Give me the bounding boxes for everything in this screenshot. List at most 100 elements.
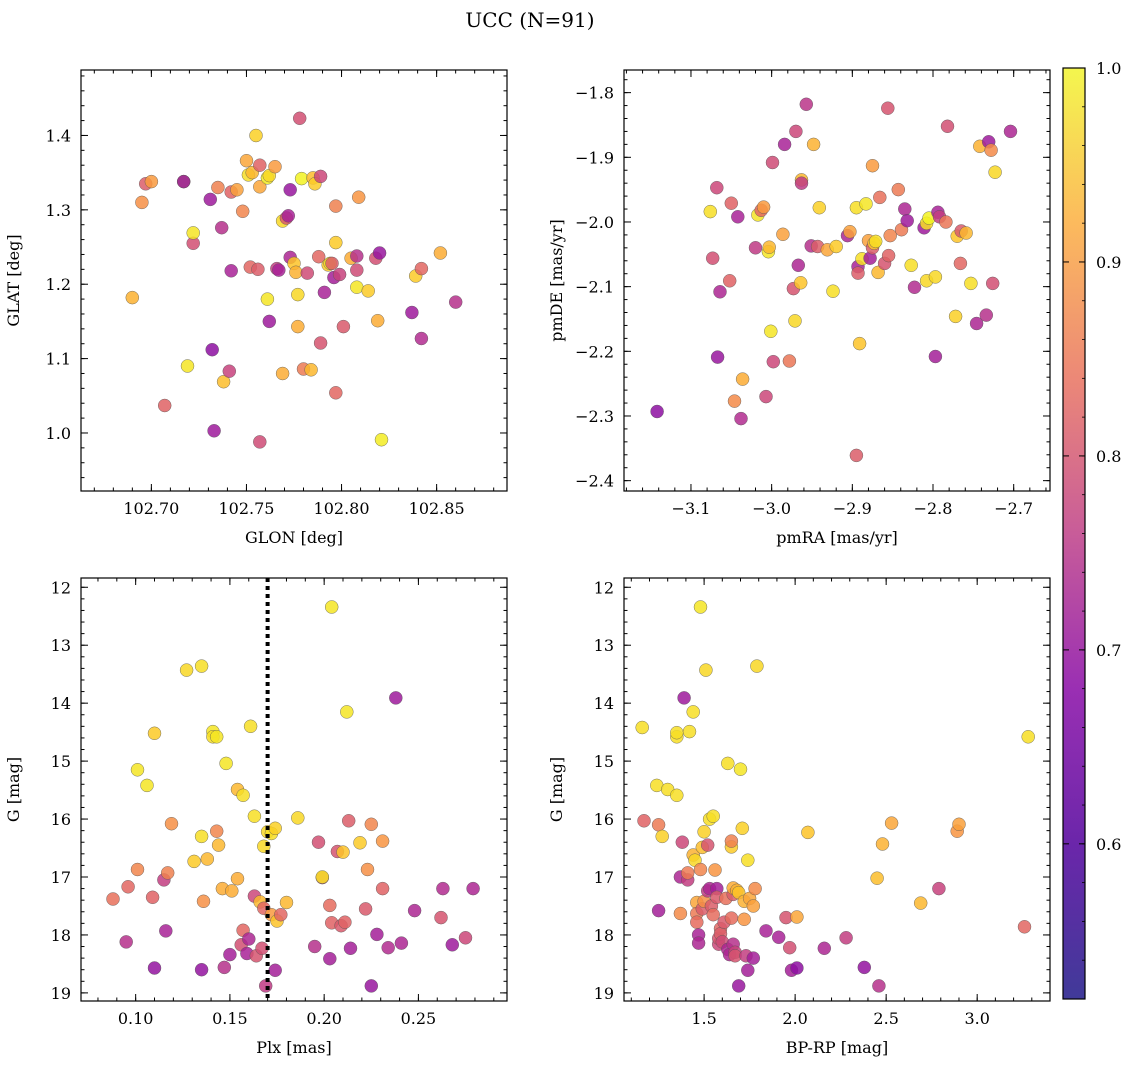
data-point: [352, 190, 366, 204]
data-point: [325, 256, 339, 271]
data-point: [106, 892, 120, 906]
data-point: [338, 915, 352, 929]
data-point: [859, 197, 873, 211]
data-point: [433, 246, 448, 260]
y-tick-label: 13: [594, 636, 614, 655]
y-tick-label: 13: [51, 636, 71, 655]
data-point: [249, 128, 263, 143]
data-point: [904, 258, 918, 272]
x-tick-label: −2.9: [833, 499, 872, 518]
data-point: [364, 979, 378, 993]
data-point: [703, 204, 717, 219]
x-tick-label: 0.15: [212, 1009, 248, 1028]
colorbar: 0.6 0.7 0.8 0.9 1.0: [1062, 59, 1121, 1000]
ticks: [81, 70, 507, 491]
data-point: [375, 834, 390, 848]
y-tick-label: −1.9: [575, 148, 614, 167]
data-point: [157, 398, 172, 413]
data-point: [708, 863, 722, 877]
data-point: [308, 939, 322, 954]
data-point: [253, 435, 267, 449]
data-point: [852, 336, 867, 351]
data-point: [291, 811, 305, 825]
data-point: [293, 111, 307, 126]
data-point: [370, 927, 384, 942]
data-point: [353, 836, 367, 850]
data-point: [329, 235, 343, 250]
data-point: [673, 906, 688, 921]
data-point: [343, 941, 358, 955]
data-point: [865, 158, 880, 173]
data-point: [806, 137, 821, 152]
data-point: [794, 276, 808, 290]
data-point: [723, 274, 737, 288]
data-point: [898, 202, 912, 216]
data-point: [466, 881, 480, 896]
y-axis-label: G [mag]: [4, 757, 23, 822]
data-point: [869, 234, 883, 249]
data-point: [121, 880, 135, 894]
data-point: [843, 224, 857, 239]
data-point: [223, 947, 237, 962]
data-point: [179, 663, 194, 677]
data-point: [670, 788, 684, 802]
data-point: [289, 265, 303, 279]
y-tick-label: 1.4: [46, 126, 71, 145]
data-point: [275, 366, 290, 381]
data-point: [750, 659, 764, 673]
y-tick-label: 17: [51, 868, 71, 887]
data-point: [677, 691, 691, 705]
data-point: [731, 210, 745, 224]
data-point: [329, 386, 343, 400]
panel-pmra-pmde: −3.1 −3.0 −2.9 −2.8 −2.7 −2.4 −2.3 −2.2 −2.1 −2.0…: [547, 69, 1051, 547]
data-point: [251, 262, 265, 276]
y-tick-label: −2.4: [575, 472, 614, 491]
y-axis-label: pmDE [mas/yr]: [547, 219, 566, 342]
scatter-points: [650, 97, 1018, 463]
data-point: [130, 862, 145, 877]
y-tick-label: 18: [594, 926, 614, 945]
data-point: [849, 448, 864, 463]
data-point: [900, 213, 914, 228]
data-point: [342, 814, 356, 828]
x-tick-label: 1.5: [691, 1009, 716, 1028]
data-point: [216, 375, 231, 389]
data-point: [741, 853, 755, 867]
x-tick-label: 0.20: [306, 1009, 342, 1028]
data-point: [236, 788, 250, 802]
data-point: [186, 226, 200, 240]
data-point: [790, 910, 804, 924]
data-point: [733, 762, 748, 776]
data-point: [681, 866, 695, 880]
data-point: [332, 267, 347, 282]
data-point: [187, 854, 201, 869]
data-point: [940, 119, 955, 134]
data-point: [230, 183, 244, 197]
data-point: [281, 209, 295, 223]
data-point: [765, 155, 780, 170]
y-tick-label: −1.8: [575, 84, 614, 103]
data-point: [851, 266, 865, 280]
data-point: [312, 250, 326, 264]
data-point: [826, 284, 840, 298]
x-tick-label: 0.10: [118, 1009, 154, 1028]
colorbar-tick-label: 0.6: [1096, 835, 1121, 854]
data-point: [230, 872, 245, 886]
y-tick-label: 1.3: [46, 201, 71, 220]
data-point: [274, 908, 288, 922]
data-point: [710, 180, 724, 195]
data-point: [883, 228, 897, 243]
data-point: [294, 171, 309, 186]
data-point: [959, 226, 973, 240]
data-point: [458, 931, 473, 945]
data-point: [180, 359, 195, 373]
data-point: [194, 829, 209, 844]
data-point: [764, 324, 778, 338]
data-point: [727, 394, 742, 408]
data-point: [791, 258, 805, 272]
data-point: [317, 285, 332, 300]
data-point: [262, 314, 276, 329]
data-point: [737, 912, 751, 926]
data-point: [759, 924, 773, 938]
panel-glon-glat: 102.70 102.75 102.80 102.85 1.0 1.1 1.2 1.3 1.4 G…: [4, 69, 508, 547]
